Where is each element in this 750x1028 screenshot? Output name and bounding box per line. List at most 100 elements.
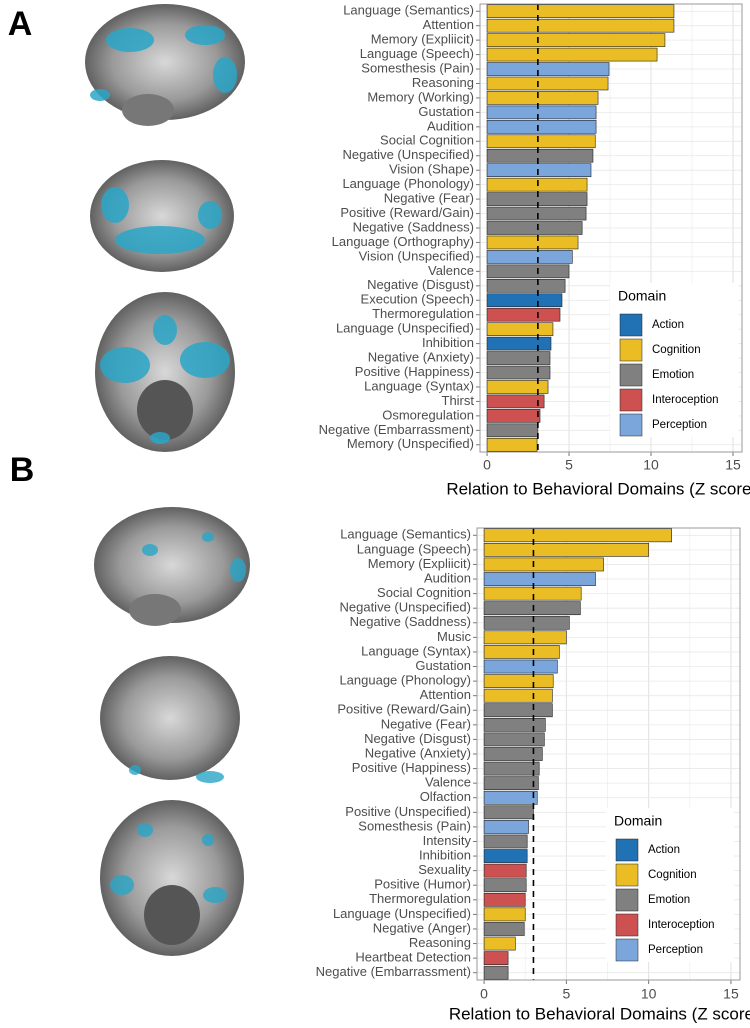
category-label: Somesthesis (Pain) xyxy=(358,818,471,833)
bar xyxy=(486,351,551,365)
bar xyxy=(483,863,527,878)
bar xyxy=(486,394,545,409)
legend-swatch xyxy=(615,888,639,912)
category-label: Reasoning xyxy=(409,935,471,950)
category-label: Positive (Reward/Gain) xyxy=(340,205,474,220)
legend-swatch xyxy=(619,413,643,437)
legend-swatch xyxy=(615,913,639,937)
category-label: Music xyxy=(437,629,471,644)
category-label: Language (Semantics) xyxy=(340,527,471,542)
category-label: Thirst xyxy=(442,393,475,408)
category-label: Gustation xyxy=(415,658,471,673)
x-tick-label: 0 xyxy=(483,457,491,473)
bar xyxy=(483,834,528,849)
category-label: Heartbeat Detection xyxy=(355,950,471,965)
legend-label: Cognition xyxy=(652,344,701,356)
category-label: Memory (Expliicit) xyxy=(368,556,471,571)
legend-swatch xyxy=(619,388,643,412)
category-label: Language (Syntax) xyxy=(364,378,474,393)
bar xyxy=(486,148,594,163)
x-tick-label: 15 xyxy=(723,986,739,1002)
category-label: Negative (Anger) xyxy=(373,920,471,935)
x-tick-label: 0 xyxy=(480,986,488,1002)
category-label: Positive (Reward/Gain) xyxy=(337,702,471,717)
bar xyxy=(483,820,529,834)
panel-label: A xyxy=(8,5,33,43)
x-tick-label: 10 xyxy=(641,986,657,1002)
bar xyxy=(483,528,672,543)
bar xyxy=(483,965,509,980)
legend-label: Cognition xyxy=(648,869,697,881)
legend-swatch xyxy=(619,338,643,362)
category-label: Sexuality xyxy=(418,862,471,877)
category-label: Language (Unspecified) xyxy=(336,321,474,336)
category-label: Inhibition xyxy=(422,335,474,350)
bar xyxy=(486,264,570,279)
category-label: Gustation xyxy=(418,104,474,119)
bar xyxy=(483,674,554,688)
category-label: Audition xyxy=(427,118,474,133)
category-label: Memory (Unspecified) xyxy=(347,436,474,451)
brain-images xyxy=(85,4,250,956)
bar xyxy=(486,76,609,91)
category-label: Negative (Fear) xyxy=(381,716,471,731)
category-label: Attention xyxy=(420,687,471,702)
category-label: Reasoning xyxy=(412,75,474,90)
category-label: Language (Phonology) xyxy=(342,176,474,191)
category-label: Positive (Unspecified) xyxy=(345,804,471,819)
bar xyxy=(486,47,658,62)
category-label: Negative (Fear) xyxy=(384,191,474,206)
bar xyxy=(486,437,538,452)
bar xyxy=(486,18,675,33)
category-label: Negative (Unspecified) xyxy=(339,600,471,615)
legend-label: Action xyxy=(648,844,680,856)
legend-swatch xyxy=(615,863,639,887)
category-label: Negative (Anxiety) xyxy=(365,745,471,760)
bar xyxy=(483,688,553,703)
legend-title: Domain xyxy=(614,813,662,829)
x-tick-label: 15 xyxy=(725,457,741,473)
category-label: Valence xyxy=(425,775,471,790)
bar xyxy=(486,163,592,177)
bar xyxy=(486,235,579,250)
category-label: Language (Semantics) xyxy=(343,3,474,18)
panel-label: B xyxy=(10,451,35,489)
category-label: Social Cognition xyxy=(380,133,474,148)
category-label: Thermoregulation xyxy=(369,891,471,906)
bar xyxy=(486,4,675,19)
bar xyxy=(483,849,528,863)
bar xyxy=(483,776,539,791)
bar xyxy=(483,645,560,659)
category-label: Memory (Expliicit) xyxy=(371,32,474,47)
bar xyxy=(483,790,538,805)
legend-swatch xyxy=(619,363,643,387)
category-label: Valence xyxy=(428,263,474,278)
legend-swatch xyxy=(615,938,639,962)
bar xyxy=(486,206,587,221)
bar xyxy=(486,279,566,293)
bar xyxy=(486,322,554,336)
category-label: Thermoregulation xyxy=(372,306,474,321)
bar xyxy=(483,586,582,601)
category-label: Language (Phonology) xyxy=(339,673,471,688)
bar xyxy=(483,557,604,572)
bar xyxy=(486,33,666,47)
x-tick-label: 5 xyxy=(565,457,573,473)
category-label: Positive (Happiness) xyxy=(352,760,471,775)
bar xyxy=(486,409,541,423)
category-label: Negative (Unspecified) xyxy=(342,147,474,162)
category-label: Negative (Embarrassment) xyxy=(319,422,474,437)
legend-label: Perception xyxy=(648,944,703,956)
category-label: Intensity xyxy=(423,833,472,848)
category-label: Execution (Speech) xyxy=(361,292,474,307)
bar xyxy=(483,732,545,747)
legend-label: Interoception xyxy=(648,919,715,931)
category-label: Language (Speech) xyxy=(357,541,471,556)
bar xyxy=(483,630,567,645)
bar xyxy=(483,601,581,616)
x-tick-label: 10 xyxy=(643,457,659,473)
category-label: Negative (Saddness) xyxy=(350,614,471,629)
bar xyxy=(483,717,546,732)
bar xyxy=(483,936,516,951)
